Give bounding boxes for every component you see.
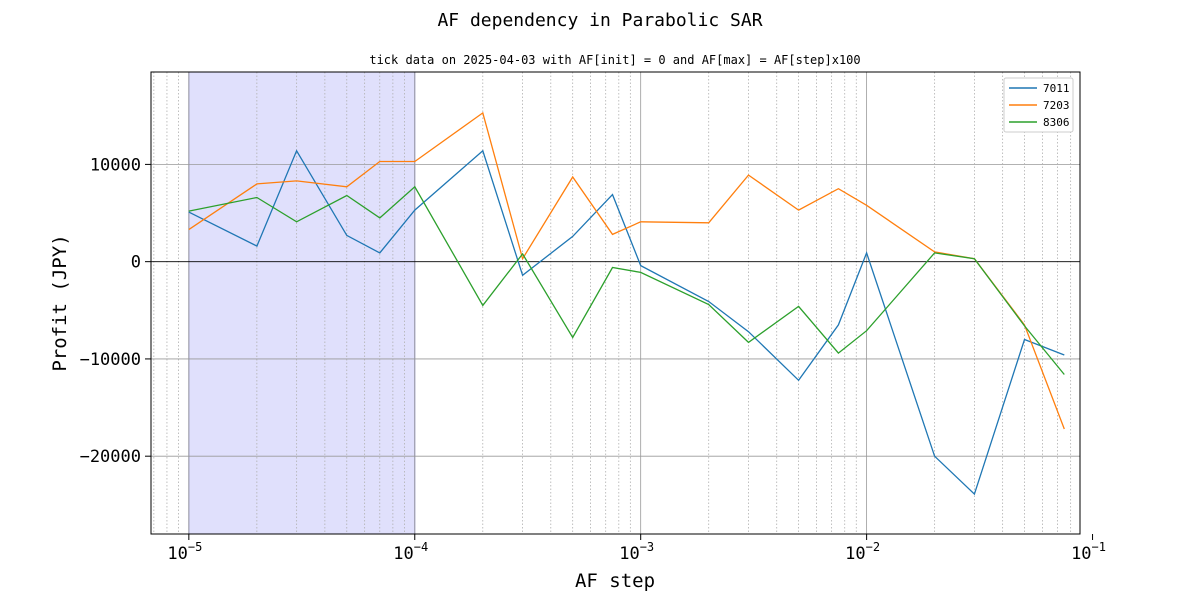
highlight-span xyxy=(188,71,416,535)
legend-label-8306: 8306 xyxy=(1043,116,1070,129)
minor-grid xyxy=(153,72,1072,534)
series-line-7011 xyxy=(188,149,1065,496)
x-tick-label: 10−1 xyxy=(1071,540,1106,564)
y-tick-label: −10000 xyxy=(80,350,141,370)
legend: 7011 7203 8306 xyxy=(1003,77,1074,133)
x-tick-label: 10−3 xyxy=(619,540,654,564)
x-tick-label: 10−4 xyxy=(393,540,428,564)
legend-label-7203: 7203 xyxy=(1043,99,1070,112)
x-tick-label: 10−5 xyxy=(167,540,202,564)
y-tick-label: −20000 xyxy=(80,447,141,467)
chart-subtitle: tick data on 2025-04-03 with AF[init] = … xyxy=(369,53,860,67)
x-axis-label: AF step xyxy=(575,570,655,592)
tick-layer: 10−5 10−4 10−3 10−2 10−1 −20000 −10000 0 10000 xyxy=(80,155,1106,564)
legend-box xyxy=(1003,77,1074,133)
y-tick-label: 0 xyxy=(131,253,141,273)
y-axis-label: Profit (JPY) xyxy=(49,234,71,371)
series-line-7203 xyxy=(188,111,1065,430)
legend-label-7011: 7011 xyxy=(1043,82,1070,95)
plot-area xyxy=(150,71,1081,535)
major-grid xyxy=(151,72,1080,534)
series-layer xyxy=(188,111,1065,496)
plot-frame xyxy=(150,71,1081,535)
x-tick-label: 10−2 xyxy=(845,540,880,564)
y-tick-label: 10000 xyxy=(90,155,141,175)
highlight-layer xyxy=(188,71,416,535)
chart-title: AF dependency in Parabolic SAR xyxy=(437,10,762,31)
series-line-8306 xyxy=(188,185,1065,375)
